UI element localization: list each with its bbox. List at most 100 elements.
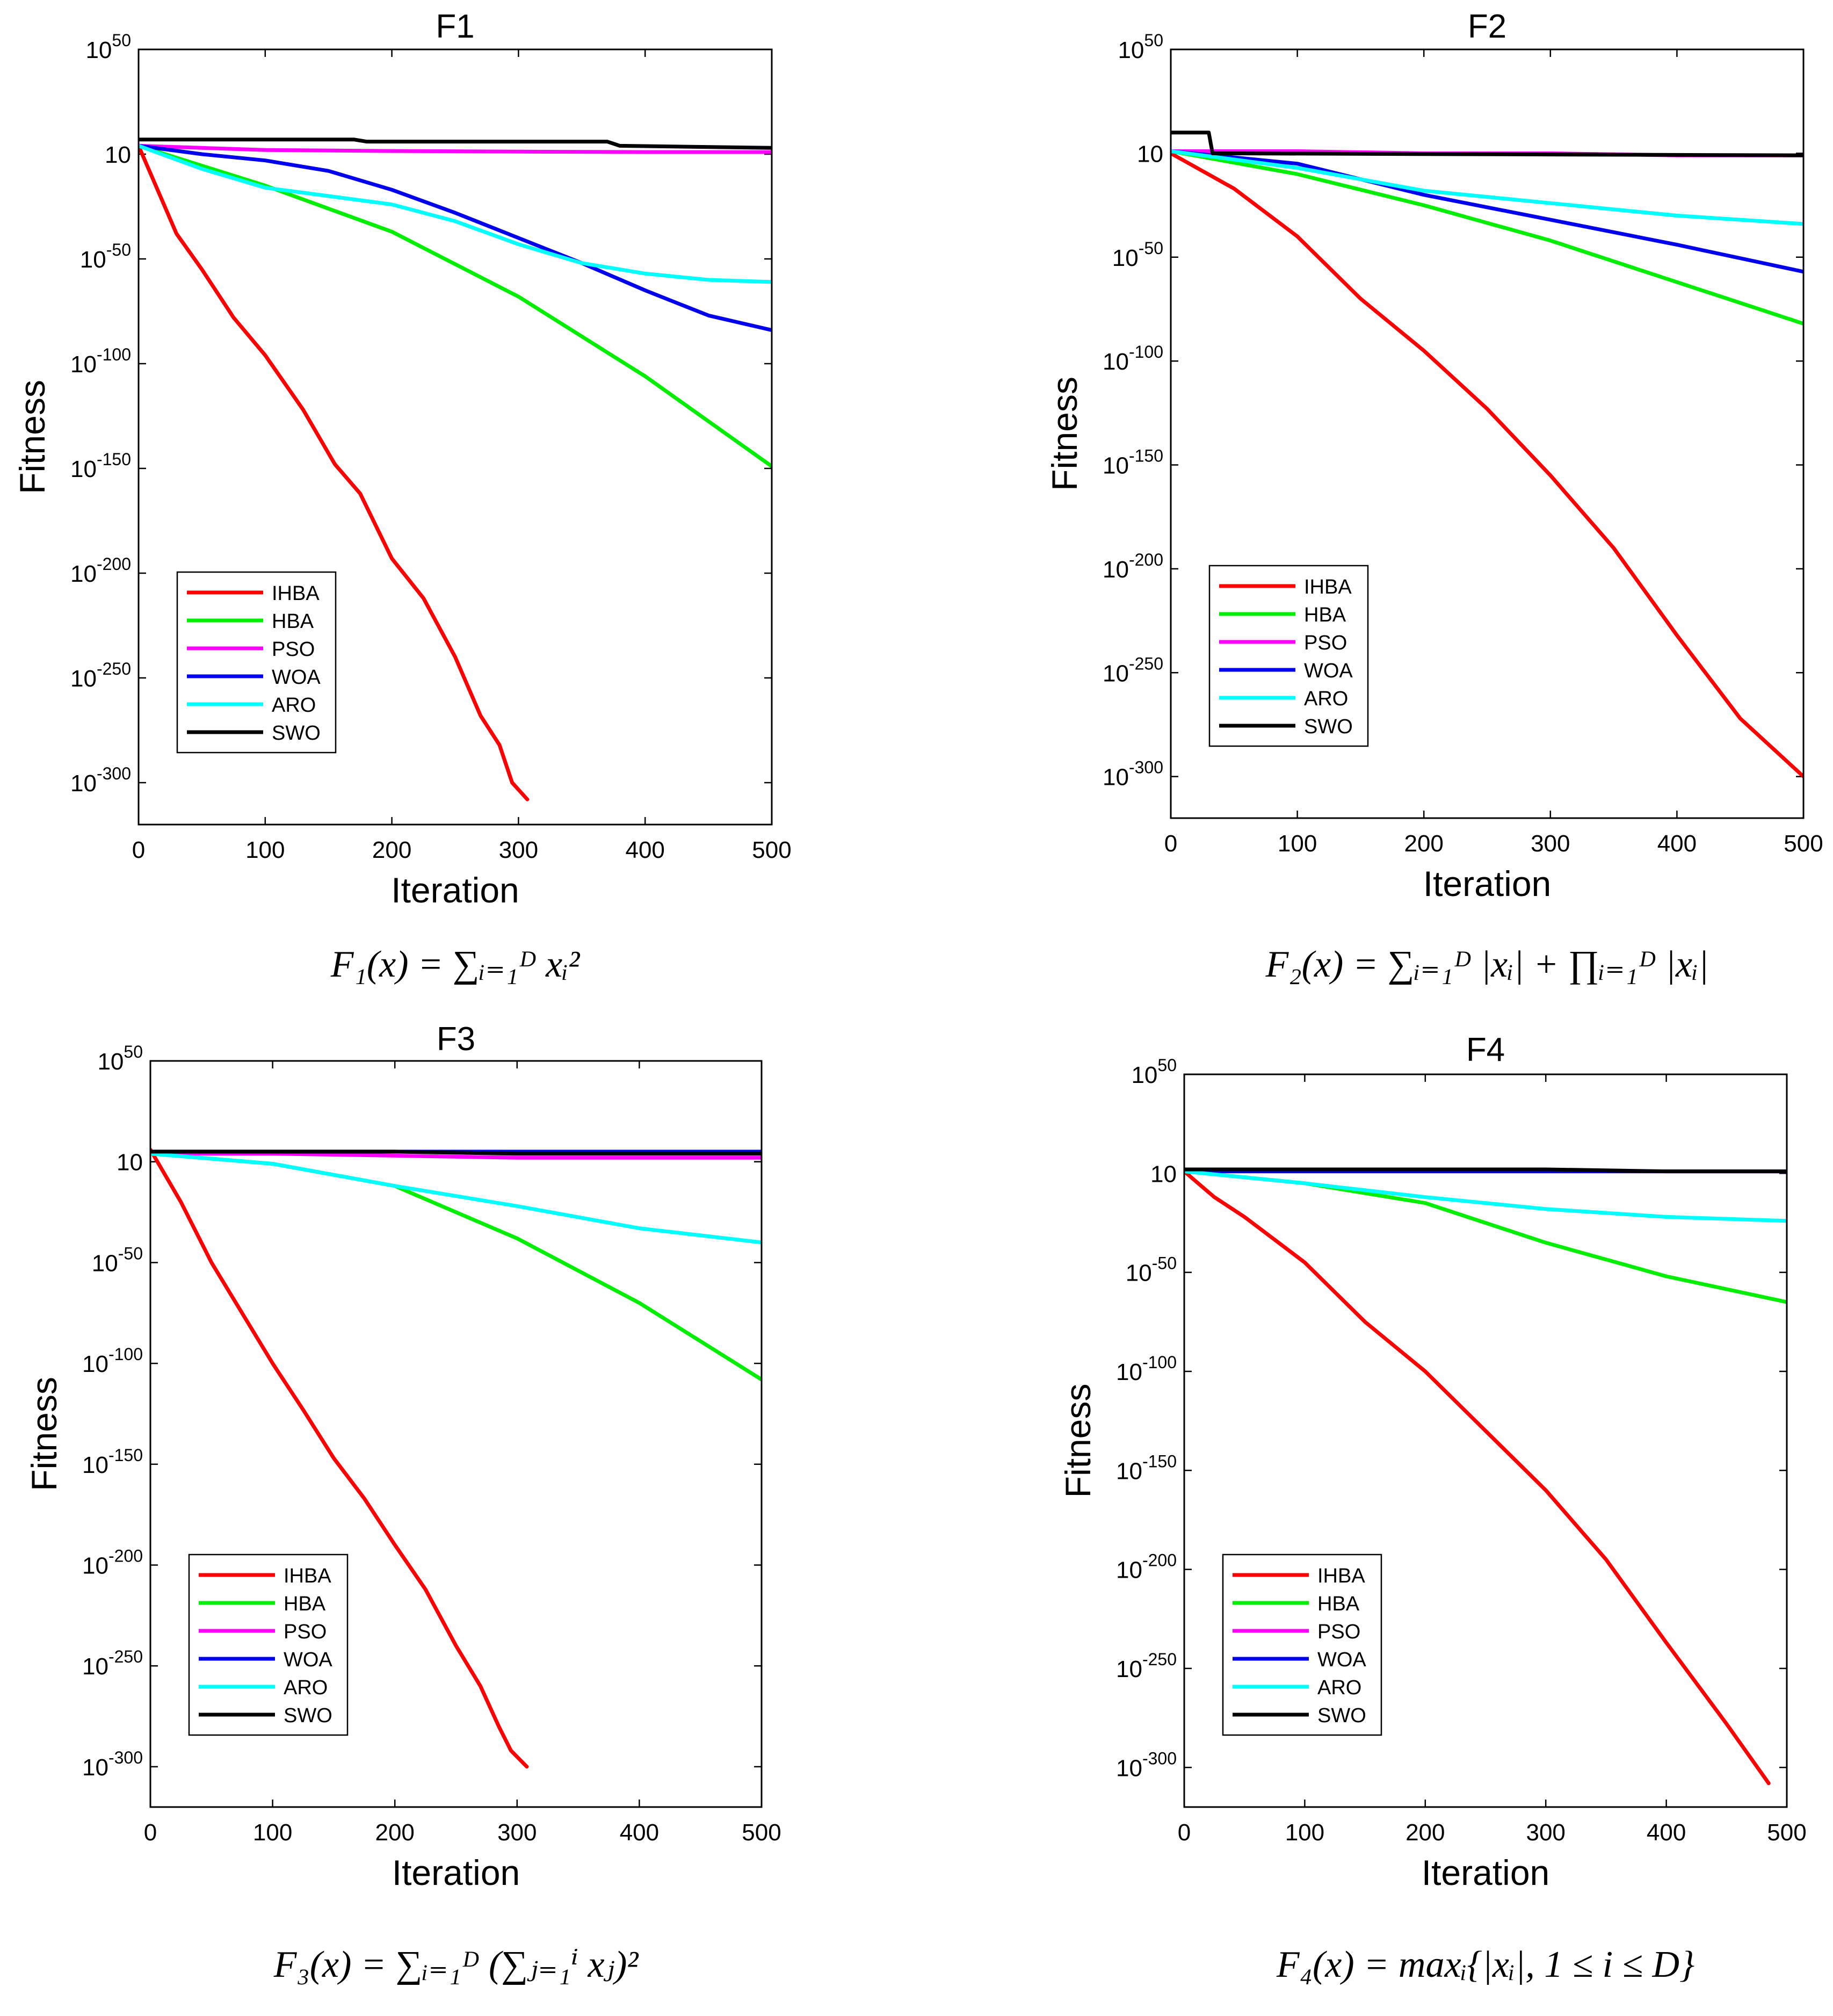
formula-caption: F₂(x) = ∑ᵢ₌₁ᴰ |xᵢ| + ∏ᵢ₌₁ᴰ |xᵢ| bbox=[1265, 944, 1709, 985]
y-tick-label: 10 bbox=[1150, 1161, 1177, 1187]
chart-panel-2: F2 1050 10 10-50 10-100 10-150 10-200 10-250 10-… bbox=[1045, 8, 1823, 985]
x-axis-label: Iteration bbox=[392, 1853, 520, 1892]
legend: IHBA HBA PSO WOA ARO SWO bbox=[188, 1553, 349, 1736]
series-line-ihba bbox=[1171, 151, 1803, 779]
y-tick-label: 10-100 bbox=[82, 1345, 143, 1377]
chart-panel-1: F1 1050 10 10-50 10-100 10-150 10-200 10-250 10-… bbox=[12, 8, 792, 985]
y-tick-label: 10-200 bbox=[1103, 550, 1163, 583]
legend: IHBA HBA PSO WOA ARO SWO bbox=[1222, 1553, 1382, 1736]
legend-label-pso: PSO bbox=[1317, 1621, 1360, 1643]
y-axis-label: Fitness bbox=[1045, 377, 1084, 491]
x-axis-label: Iteration bbox=[1423, 864, 1551, 904]
legend-label-swo: SWO bbox=[272, 722, 321, 745]
series-line-ihba bbox=[1184, 1169, 1771, 1786]
legend-label-ihba: IHBA bbox=[1317, 1565, 1365, 1587]
y-tick-label: 1050 bbox=[85, 31, 131, 63]
legend-label-swo: SWO bbox=[1304, 716, 1353, 738]
formula-caption: F₃(x) = ∑ᵢ₌₁ᴰ (∑ⱼ₌₁ⁱ xⱼ)² bbox=[273, 1944, 639, 1985]
legend-label-hba: HBA bbox=[284, 1593, 326, 1615]
plot-frame bbox=[149, 1060, 763, 1808]
series-line-aro bbox=[139, 143, 772, 284]
y-tick-label: 10-50 bbox=[80, 240, 131, 273]
legend-label-pso: PSO bbox=[272, 638, 315, 661]
plot-frame bbox=[1183, 1073, 1788, 1808]
legend-label-hba: HBA bbox=[1317, 1593, 1360, 1615]
y-tick-label: 10-250 bbox=[82, 1647, 143, 1680]
y-tick-label: 10-50 bbox=[1126, 1254, 1177, 1287]
legend-label-ihba: IHBA bbox=[272, 582, 320, 605]
x-tick-label: 100 bbox=[1285, 1819, 1324, 1846]
y-tick-label: 10-250 bbox=[70, 659, 131, 692]
y-tick-label: 10-200 bbox=[82, 1547, 143, 1579]
x-tick-label: 200 bbox=[372, 837, 411, 863]
x-tick-label: 300 bbox=[1526, 1819, 1565, 1846]
x-tick-label: 500 bbox=[1767, 1819, 1806, 1846]
series-line-swo bbox=[150, 1150, 762, 1156]
y-tick-label: 10 bbox=[1137, 141, 1163, 167]
series-line-pso bbox=[139, 143, 772, 154]
legend-label-woa: WOA bbox=[272, 666, 321, 689]
y-tick-label: 10-300 bbox=[1116, 1748, 1177, 1781]
x-tick-label: 0 bbox=[132, 837, 145, 863]
legend-label-woa: WOA bbox=[1317, 1649, 1366, 1671]
legend-label-pso: PSO bbox=[1304, 632, 1347, 654]
x-tick-label: 0 bbox=[1178, 1819, 1191, 1846]
series-line-aro bbox=[150, 1152, 762, 1245]
legend-label-aro: ARO bbox=[1317, 1677, 1361, 1699]
y-tick-label: 10-150 bbox=[82, 1446, 143, 1478]
legend-label-ihba: IHBA bbox=[284, 1565, 331, 1587]
y-tick-label: 1050 bbox=[1118, 31, 1163, 63]
chart-title: F2 bbox=[1468, 8, 1506, 45]
series-line-aro bbox=[1184, 1169, 1787, 1223]
series-line-woa bbox=[1171, 149, 1803, 274]
legend-label-ihba: IHBA bbox=[1304, 576, 1352, 598]
legend-label-hba: HBA bbox=[1304, 604, 1346, 626]
legend-label-swo: SWO bbox=[1317, 1704, 1366, 1727]
x-tick-label: 200 bbox=[375, 1819, 414, 1846]
x-tick-label: 500 bbox=[752, 837, 791, 863]
y-tick-label: 10-150 bbox=[70, 450, 131, 482]
y-axis-label: Fitness bbox=[12, 380, 52, 494]
x-tick-label: 0 bbox=[1164, 830, 1177, 857]
x-tick-label: 300 bbox=[499, 837, 538, 863]
plot-frame bbox=[137, 48, 773, 826]
y-tick-label: 10-100 bbox=[1116, 1353, 1177, 1385]
x-axis-label: Iteration bbox=[391, 870, 519, 910]
x-axis-label: Iteration bbox=[1422, 1853, 1549, 1892]
legend-label-hba: HBA bbox=[272, 610, 314, 633]
legend-box bbox=[1222, 1553, 1382, 1736]
y-tick-label: 10-50 bbox=[92, 1244, 143, 1276]
x-tick-label: 100 bbox=[245, 837, 285, 863]
y-tick-label: 10-100 bbox=[1103, 342, 1163, 375]
x-tick-label: 400 bbox=[1647, 1819, 1686, 1846]
y-tick-label: 10-250 bbox=[1116, 1650, 1177, 1682]
y-tick-label: 10-150 bbox=[1116, 1451, 1177, 1484]
series-line-ihba bbox=[150, 1147, 529, 1769]
y-tick-label: 10 bbox=[105, 142, 131, 168]
series-line-swo bbox=[139, 138, 772, 150]
formula-caption: F₄(x) = maxᵢ{|xᵢ|, 1 ≤ i ≤ D} bbox=[1276, 1944, 1694, 1985]
x-tick-label: 200 bbox=[1404, 830, 1443, 857]
legend: IHBA HBA PSO WOA ARO SWO bbox=[1208, 565, 1369, 747]
legend-box bbox=[188, 1553, 349, 1736]
y-tick-label: 10-300 bbox=[1103, 758, 1163, 791]
x-tick-label: 200 bbox=[1405, 1819, 1445, 1846]
legend: IHBA HBA PSO WOA ARO SWO bbox=[176, 571, 337, 754]
x-tick-label: 100 bbox=[253, 1819, 292, 1846]
plot-frame bbox=[1170, 48, 1805, 819]
series-line-swo bbox=[1171, 131, 1803, 157]
x-tick-label: 500 bbox=[1784, 830, 1823, 857]
chart-panel-4: F4 1050 10 10-50 10-100 10-150 10-200 10-250 10-… bbox=[1058, 1031, 1807, 1985]
y-tick-label: 10-200 bbox=[1116, 1551, 1177, 1584]
series-line-aro bbox=[1171, 149, 1803, 226]
x-tick-label: 500 bbox=[742, 1819, 781, 1846]
chart-panel-3: F3 1050 10 10-50 10-100 10-150 10-200 10-250 10-… bbox=[24, 1021, 781, 1985]
legend-label-aro: ARO bbox=[284, 1677, 328, 1699]
x-tick-label: 400 bbox=[1657, 830, 1697, 857]
y-tick-label: 10-300 bbox=[82, 1748, 143, 1781]
legend-box bbox=[1208, 565, 1369, 747]
legend-label-aro: ARO bbox=[272, 694, 316, 717]
series-line-ihba bbox=[139, 143, 530, 801]
y-tick-label: 1050 bbox=[1131, 1056, 1177, 1088]
